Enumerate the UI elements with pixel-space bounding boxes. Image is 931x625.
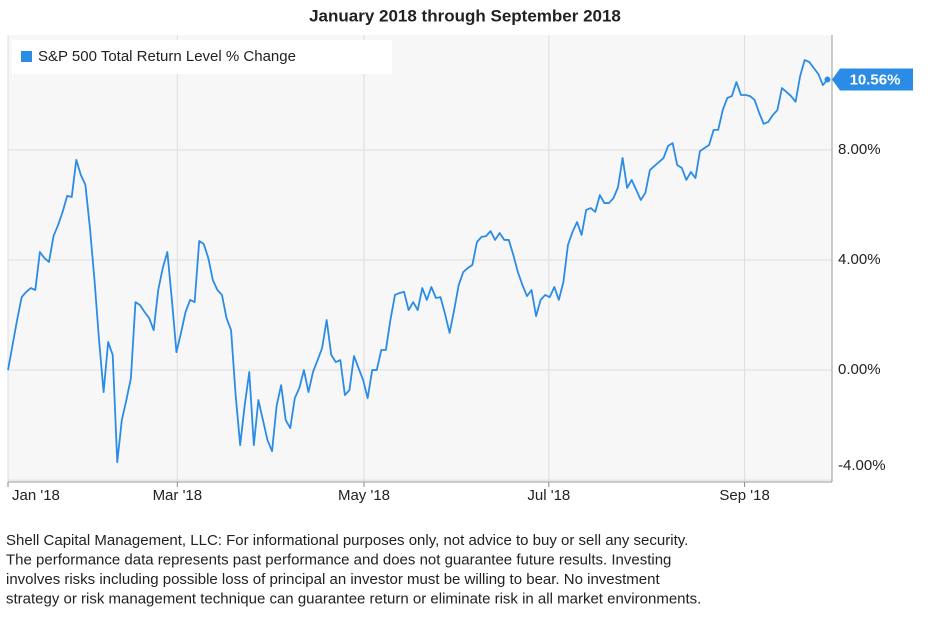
line	[7, 59, 829, 464]
plot-area	[8, 35, 832, 482]
y-tick-label: 8.00%	[838, 141, 881, 158]
legend-box	[12, 40, 392, 74]
y-tick-label: 0.00%	[838, 361, 881, 378]
y-tick-label: 4.00%	[838, 251, 881, 268]
x-tick-label: Sep '18	[719, 487, 769, 504]
value-label: 10.56%	[850, 72, 901, 89]
value-callout	[832, 68, 913, 91]
x-tick-label: Mar '18	[153, 487, 203, 504]
y-tick-label: -4.00%	[838, 457, 886, 474]
x-tick-label: Jul '18	[527, 487, 570, 504]
footnote: Shell Capital Management, LLC: For infor…	[6, 532, 688, 549]
x-tick-label: Jan '18	[12, 487, 60, 504]
x-tick-label: May '18	[338, 487, 390, 504]
footnote: strategy or risk management technique ca…	[6, 590, 701, 607]
footnote: The performance data represents past per…	[6, 551, 671, 568]
legend-label: S&P 500 Total Return Level % Change	[38, 48, 296, 65]
footnote: involves risks including possible loss o…	[6, 571, 660, 588]
last-point	[824, 76, 831, 83]
legend-swatch	[21, 51, 32, 62]
chart-title: January 2018 through September 2018	[309, 6, 621, 25]
